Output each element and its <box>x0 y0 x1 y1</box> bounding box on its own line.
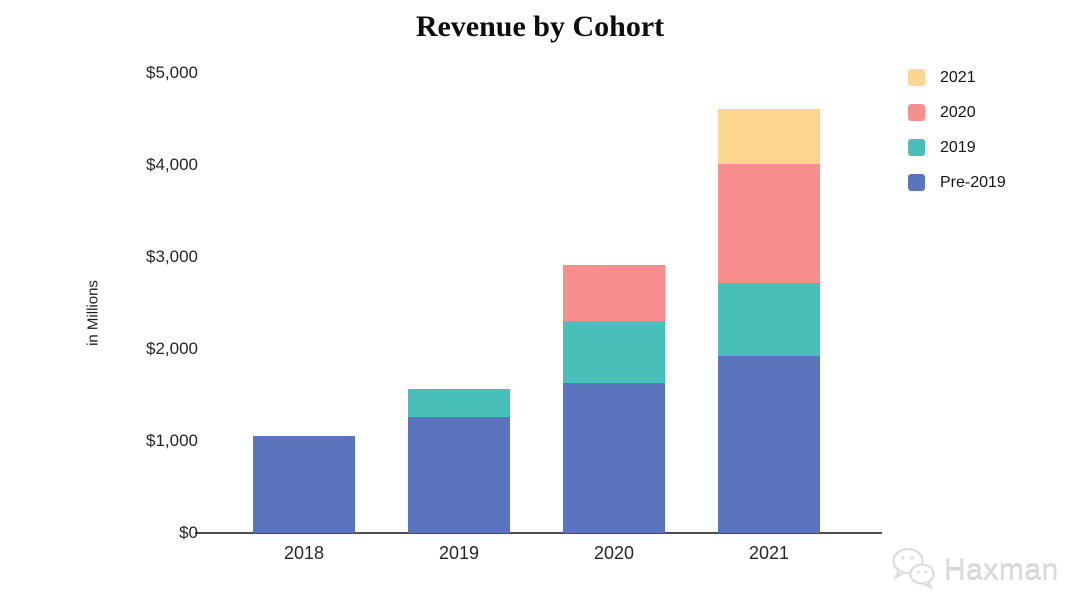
legend-label: 2019 <box>940 138 976 156</box>
legend-item-pre-2019: Pre-2019 <box>908 165 1006 200</box>
legend-label: Pre-2019 <box>940 173 1006 191</box>
bar-segment-2019-2020 <box>563 320 665 384</box>
y-axis-tick-label: $0 <box>179 523 198 542</box>
watermark: Haxman <box>890 546 1059 595</box>
legend: 2021 2020 2019 Pre-2019 <box>908 60 1006 200</box>
x-axis-line <box>195 532 882 534</box>
watermark-text: Haxman <box>944 553 1059 587</box>
bar-segment-2020-2020 <box>563 264 665 321</box>
x-axis-tick-label: 2019 <box>438 543 480 563</box>
legend-label: 2021 <box>940 68 976 86</box>
bar-segment-pre-2019-2018 <box>253 436 355 533</box>
y-axis-title: in Millions <box>84 280 102 346</box>
y-axis-tick-label: $3,000 <box>146 247 198 266</box>
bar-segment-2020-2021 <box>718 163 820 284</box>
wechat-logo-icon <box>890 546 938 595</box>
bar-segment-2019-2019 <box>408 388 510 417</box>
y-axis-tick-label: $1,000 <box>146 431 198 450</box>
legend-item-2019: 2019 <box>908 130 1006 165</box>
bar-segment-2019-2021 <box>718 283 820 356</box>
x-axis-tick-label: 2021 <box>748 543 790 563</box>
legend-swatch-icon <box>908 139 925 156</box>
legend-item-2020: 2020 <box>908 95 1006 130</box>
x-axis-tick-label: 2018 <box>283 543 325 563</box>
chart-title: Revenue by Cohort <box>415 10 665 43</box>
y-axis-tick-label: $5,000 <box>146 63 198 82</box>
bar-segment-pre-2019-2021 <box>718 355 820 533</box>
legend-swatch-icon <box>908 174 925 191</box>
bar-segment-pre-2019-2019 <box>408 416 510 533</box>
bar-segment-2021-2021 <box>718 109 820 164</box>
bar-segment-pre-2019-2020 <box>563 383 665 533</box>
legend-label: 2020 <box>940 103 976 121</box>
legend-swatch-icon <box>908 69 925 86</box>
x-axis-tick-label: 2020 <box>593 543 635 563</box>
y-axis-tick-label: $2,000 <box>146 339 198 358</box>
legend-swatch-icon <box>908 104 925 121</box>
legend-item-2021: 2021 <box>908 60 1006 95</box>
y-axis-tick-label: $4,000 <box>146 155 198 174</box>
